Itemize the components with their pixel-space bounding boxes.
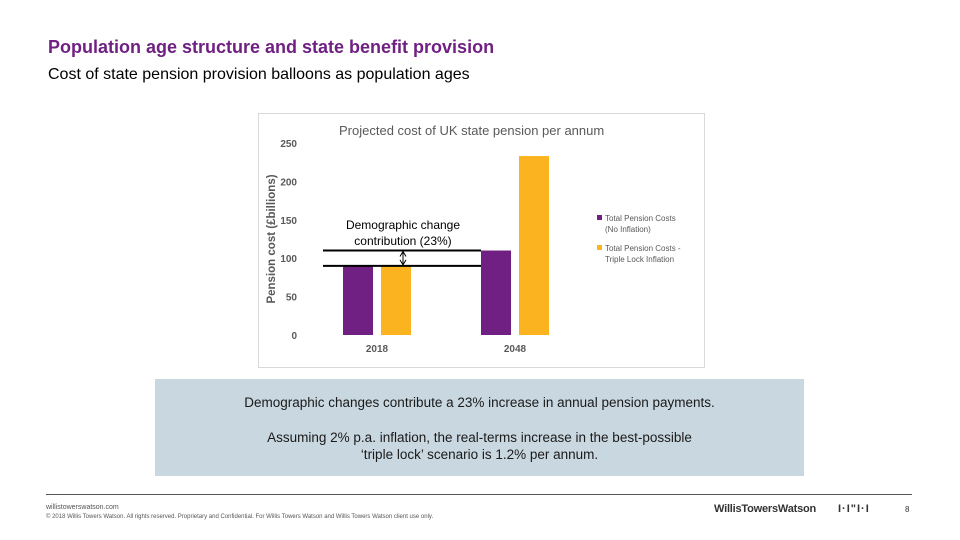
y-tick-label: 0 <box>291 331 297 342</box>
company-logo: WillisTowersWatson <box>714 503 817 515</box>
chart-svg: Projected cost of UK state pension per a… <box>266 123 681 355</box>
footer-copyright: © 2018 Willis Towers Watson. All rights … <box>46 514 434 520</box>
slide-title: Population age structure and state benef… <box>48 37 495 57</box>
y-tick-label: 150 <box>280 216 297 227</box>
y-tick-label: 250 <box>280 139 297 150</box>
x-tick-label: 2048 <box>504 344 527 355</box>
annotation-label-line-1: Demographic change <box>346 218 460 232</box>
footer-url: willistowerswatson.com <box>46 504 119 511</box>
bar-2048-triple-lock <box>519 156 549 335</box>
y-tick-label: 50 <box>286 293 298 304</box>
bar-2018-no-inflation <box>343 265 373 335</box>
page-number: 8 <box>905 505 910 514</box>
callout-box: Demographic changes contribute a 23% inc… <box>155 379 804 476</box>
legend-label-line-2: (No Inflation) <box>605 225 651 234</box>
bar-2048-no-inflation <box>481 250 511 335</box>
bar-2018-triple-lock <box>381 265 411 335</box>
pension-cost-chart: Projected cost of UK state pension per a… <box>258 113 705 368</box>
footer-divider <box>46 494 912 495</box>
y-tick-label: 200 <box>280 177 297 188</box>
legend-label-line-1: Total Pension Costs - <box>605 244 681 253</box>
annotation-label-line-2: contribution (23%) <box>354 234 451 248</box>
chart-title: Projected cost of UK state pension per a… <box>339 123 604 138</box>
legend-label-line-1: Total Pension Costs <box>605 214 676 223</box>
callout-line-2: Assuming 2% p.a. inflation, the real-ter… <box>267 430 692 445</box>
y-tick-label: 100 <box>280 254 297 265</box>
callout-paragraph-2: Assuming 2% p.a. inflation, the real-ter… <box>155 429 804 463</box>
callout-line-3: ‘triple lock’ scenario is 1.2% per annum… <box>360 447 599 462</box>
annotation-arrow-head-down <box>399 259 407 266</box>
x-tick-label: 2018 <box>366 344 389 355</box>
legend-swatch <box>597 245 602 250</box>
legend-label-line-2: Triple Lock Inflation <box>605 255 674 264</box>
callout-line-1: Demographic changes contribute a 23% inc… <box>244 395 715 410</box>
company-logo-mark: I·I"I·I <box>838 503 870 515</box>
annotation-arrow-head-up <box>399 250 407 257</box>
slide-subtitle: Cost of state pension provision balloons… <box>48 66 470 83</box>
y-axis-label: Pension cost (£billions) <box>266 174 278 303</box>
legend-swatch <box>597 215 602 220</box>
